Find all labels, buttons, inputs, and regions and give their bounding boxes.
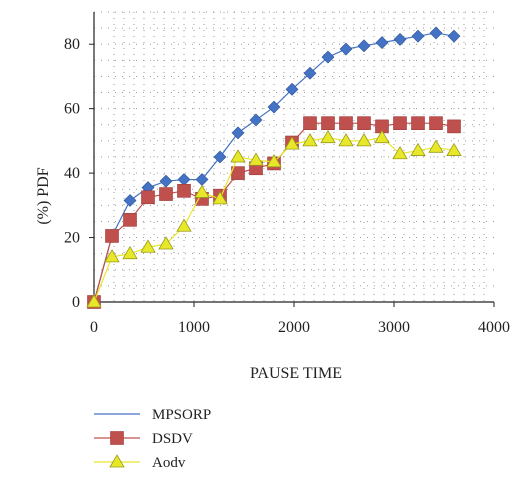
- data-point-dsdv: [429, 116, 443, 130]
- data-point-dsdv: [339, 116, 353, 130]
- data-point-aodv: [158, 236, 174, 250]
- legend-item-aodv: Aodv: [94, 454, 186, 471]
- axes: [89, 12, 495, 307]
- legend-marker-dsdv: [110, 431, 124, 445]
- data-point-aodv: [194, 184, 210, 198]
- data-point-mpsorp: [285, 82, 299, 96]
- data-point-mpsorp: [123, 194, 137, 207]
- data-point-mpsorp: [339, 42, 353, 56]
- data-point-mpsorp: [357, 39, 371, 53]
- y-tick-label: 80: [64, 36, 80, 53]
- data-point-dsdv: [123, 213, 137, 227]
- data-point-aodv: [392, 145, 408, 160]
- data-point-dsdv: [357, 116, 371, 130]
- data-point-mpsorp: [249, 113, 263, 127]
- data-point-dsdv: [303, 116, 317, 130]
- data-point-mpsorp: [213, 150, 227, 164]
- legend-label: DSDV: [152, 431, 193, 447]
- legend-label: MPSORP: [152, 407, 211, 423]
- data-point-mpsorp: [429, 26, 443, 40]
- data-point-aodv: [266, 154, 282, 168]
- data-point-aodv: [176, 218, 192, 232]
- grid-lines: [94, 11, 494, 302]
- data-point-dsdv: [321, 116, 335, 130]
- y-axis-title: (%) PDF: [35, 167, 52, 224]
- data-point-mpsorp: [411, 29, 425, 43]
- data-point-aodv: [212, 191, 228, 205]
- series-dsdv: [87, 116, 461, 309]
- x-tick-label: 0: [90, 319, 98, 336]
- data-point-aodv: [284, 136, 300, 150]
- legend-item-dsdv: DSDV: [94, 431, 193, 447]
- data-point-aodv: [302, 133, 318, 147]
- data-point-aodv: [356, 133, 372, 147]
- data-point-aodv: [248, 152, 264, 166]
- data-point-dsdv: [141, 190, 155, 205]
- x-tick-label: 1000: [178, 319, 210, 336]
- series-aodv: [86, 129, 462, 308]
- x-axis-title: PAUSE TIME: [250, 365, 342, 382]
- data-point-mpsorp: [159, 174, 173, 188]
- data-point-mpsorp: [267, 100, 281, 114]
- data-point-aodv: [86, 294, 102, 308]
- data-point-aodv: [428, 139, 444, 153]
- data-point-dsdv: [177, 184, 191, 198]
- data-point-aodv: [410, 142, 426, 156]
- data-point-mpsorp: [393, 32, 407, 46]
- data-point-dsdv: [411, 116, 425, 130]
- data-point-mpsorp: [303, 66, 317, 80]
- legend: MPSORP DSDV Aodv: [94, 407, 211, 471]
- x-tick-label: 4000: [478, 319, 510, 336]
- data-point-mpsorp: [195, 173, 209, 186]
- data-point-aodv: [122, 245, 138, 260]
- data-point-aodv: [104, 249, 120, 263]
- data-point-dsdv: [159, 187, 173, 201]
- data-point-aodv: [446, 142, 462, 156]
- data-point-mpsorp: [375, 36, 389, 50]
- data-point-mpsorp: [321, 50, 335, 64]
- y-tick-label: 60: [64, 101, 80, 118]
- legend-marker-aodv: [109, 454, 125, 468]
- data-point-mpsorp: [177, 173, 191, 186]
- x-tick-label: 2000: [278, 319, 310, 336]
- y-tick-label: 0: [72, 294, 80, 311]
- data-point-dsdv: [447, 119, 461, 134]
- x-tick-label: 3000: [378, 319, 410, 336]
- data-point-aodv: [320, 129, 336, 144]
- tick-labels: 0 1000 2000 3000 4000 0 20 40 60 80: [64, 36, 510, 336]
- legend-item-mpsorp: MPSORP: [94, 407, 211, 423]
- series-group: [86, 26, 462, 309]
- data-point-dsdv: [105, 229, 119, 243]
- data-point-aodv: [140, 239, 156, 253]
- data-point-aodv: [374, 129, 390, 144]
- y-tick-label: 40: [64, 165, 80, 182]
- y-tick-label: 20: [64, 230, 80, 247]
- data-point-mpsorp: [231, 126, 245, 140]
- data-point-aodv: [230, 149, 246, 163]
- data-point-mpsorp: [447, 29, 461, 43]
- data-point-aodv: [338, 133, 354, 147]
- legend-label: Aodv: [152, 455, 186, 471]
- data-point-dsdv: [393, 116, 407, 130]
